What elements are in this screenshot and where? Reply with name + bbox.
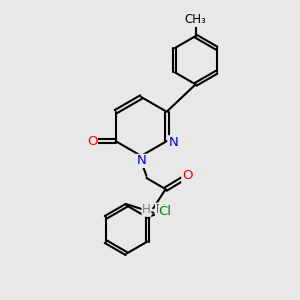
Text: CH₃: CH₃ bbox=[185, 14, 206, 26]
Text: O: O bbox=[87, 135, 98, 148]
Text: H: H bbox=[142, 203, 151, 216]
Text: N: N bbox=[136, 154, 146, 167]
Text: Cl: Cl bbox=[158, 205, 172, 218]
Text: O: O bbox=[182, 169, 192, 182]
Text: N: N bbox=[156, 203, 165, 216]
Text: N: N bbox=[168, 136, 178, 149]
